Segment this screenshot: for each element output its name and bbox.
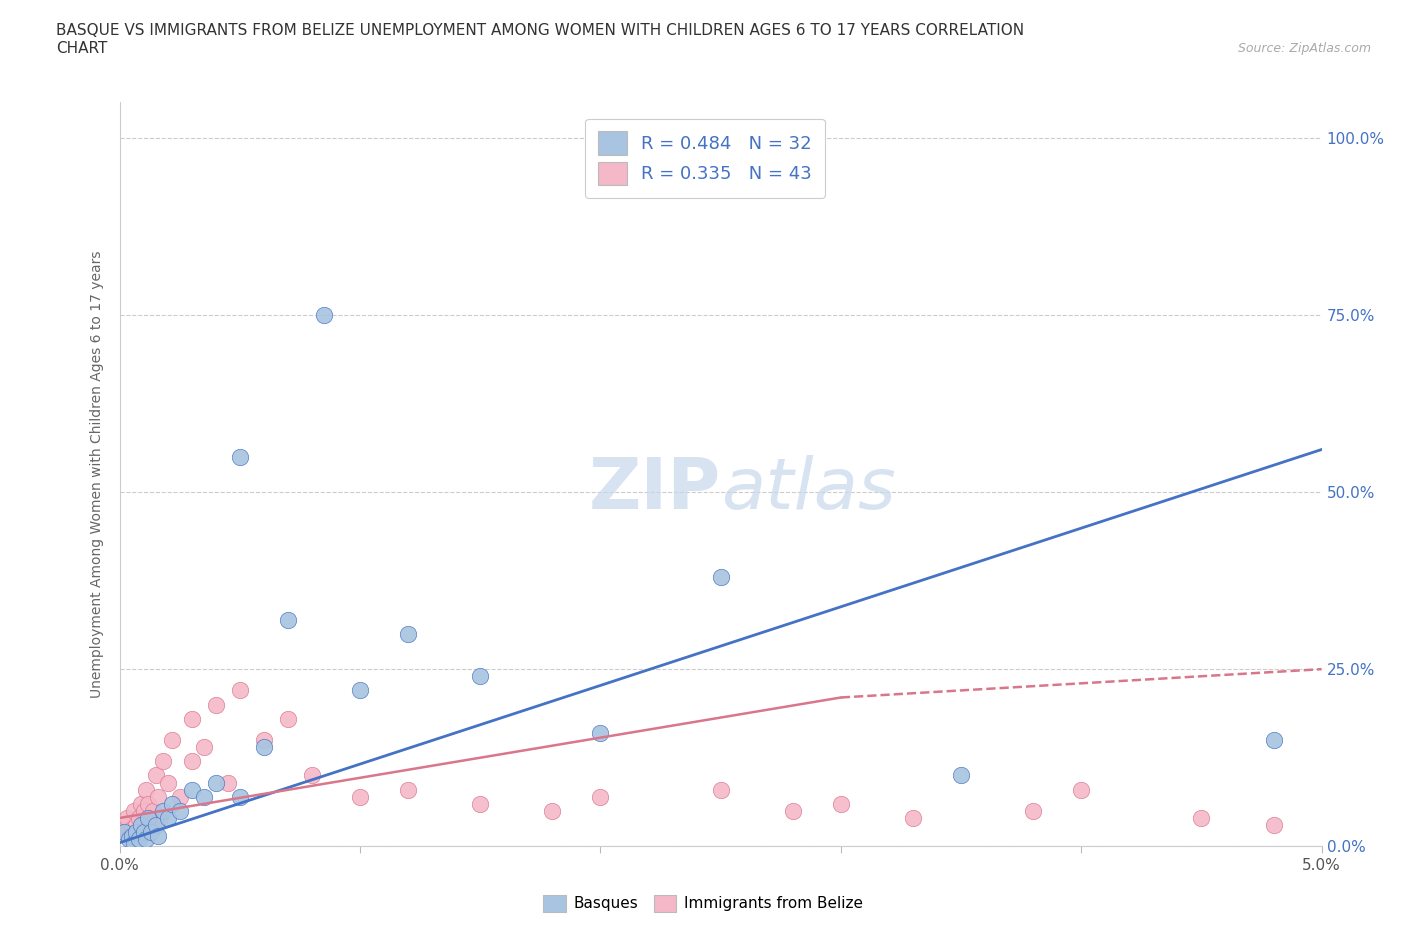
- Point: [312, 308, 335, 323]
- Point: [118, 829, 141, 844]
- Point: [122, 835, 145, 850]
- Point: [169, 790, 191, 804]
- Legend: Basques, Immigrants from Belize: Basques, Immigrants from Belize: [537, 889, 869, 918]
- Point: [180, 711, 202, 726]
- Point: [135, 782, 157, 797]
- Point: [180, 782, 202, 797]
- Point: [146, 829, 169, 844]
- Point: [145, 768, 167, 783]
- Point: [396, 626, 419, 641]
- Legend: R = 0.484   N = 32, R = 0.335   N = 43: R = 0.484 N = 32, R = 0.335 N = 43: [585, 119, 825, 198]
- Point: [156, 811, 179, 826]
- Point: [125, 825, 148, 840]
- Point: [112, 825, 135, 840]
- Point: [830, 796, 852, 811]
- Point: [228, 790, 252, 804]
- Point: [468, 669, 492, 684]
- Point: [709, 569, 731, 584]
- Point: [1022, 804, 1045, 818]
- Point: [169, 804, 191, 818]
- Point: [129, 817, 152, 832]
- Point: [589, 790, 612, 804]
- Point: [115, 811, 138, 826]
- Y-axis label: Unemployment Among Women with Children Ages 6 to 17 years: Unemployment Among Women with Children A…: [90, 250, 104, 698]
- Point: [950, 768, 973, 783]
- Point: [901, 811, 924, 826]
- Point: [121, 821, 143, 836]
- Point: [1263, 733, 1285, 748]
- Text: atlas: atlas: [720, 455, 896, 524]
- Point: [204, 698, 226, 712]
- Point: [146, 790, 169, 804]
- Point: [152, 754, 174, 769]
- Point: [396, 782, 419, 797]
- Point: [128, 831, 150, 846]
- Point: [349, 790, 371, 804]
- Point: [217, 775, 239, 790]
- Point: [301, 768, 323, 783]
- Point: [589, 725, 612, 740]
- Point: [125, 817, 148, 832]
- Point: [118, 831, 141, 846]
- Point: [349, 683, 371, 698]
- Point: [1189, 811, 1212, 826]
- Point: [468, 796, 492, 811]
- Text: BASQUE VS IMMIGRANTS FROM BELIZE UNEMPLOYMENT AMONG WOMEN WITH CHILDREN AGES 6 T: BASQUE VS IMMIGRANTS FROM BELIZE UNEMPLO…: [56, 23, 1025, 56]
- Point: [135, 831, 157, 846]
- Point: [709, 782, 731, 797]
- Point: [132, 804, 155, 818]
- Text: ZIP: ZIP: [588, 455, 720, 524]
- Point: [121, 829, 143, 844]
- Point: [193, 790, 215, 804]
- Point: [138, 796, 160, 811]
- Point: [132, 825, 155, 840]
- Point: [541, 804, 564, 818]
- Text: Source: ZipAtlas.com: Source: ZipAtlas.com: [1237, 42, 1371, 55]
- Point: [129, 796, 152, 811]
- Point: [193, 739, 215, 754]
- Point: [112, 825, 135, 840]
- Point: [138, 811, 160, 826]
- Point: [142, 804, 165, 818]
- Point: [228, 449, 252, 464]
- Point: [139, 825, 162, 840]
- Point: [253, 733, 276, 748]
- Point: [277, 612, 299, 627]
- Point: [128, 811, 150, 826]
- Point: [180, 754, 202, 769]
- Point: [782, 804, 804, 818]
- Point: [228, 683, 252, 698]
- Point: [204, 775, 226, 790]
- Point: [277, 711, 299, 726]
- Point: [156, 775, 179, 790]
- Point: [253, 739, 276, 754]
- Point: [162, 796, 184, 811]
- Point: [145, 817, 167, 832]
- Point: [122, 804, 145, 818]
- Point: [111, 817, 134, 832]
- Point: [1070, 782, 1092, 797]
- Point: [139, 817, 162, 832]
- Point: [152, 804, 174, 818]
- Point: [1263, 817, 1285, 832]
- Point: [162, 733, 184, 748]
- Point: [149, 811, 172, 826]
